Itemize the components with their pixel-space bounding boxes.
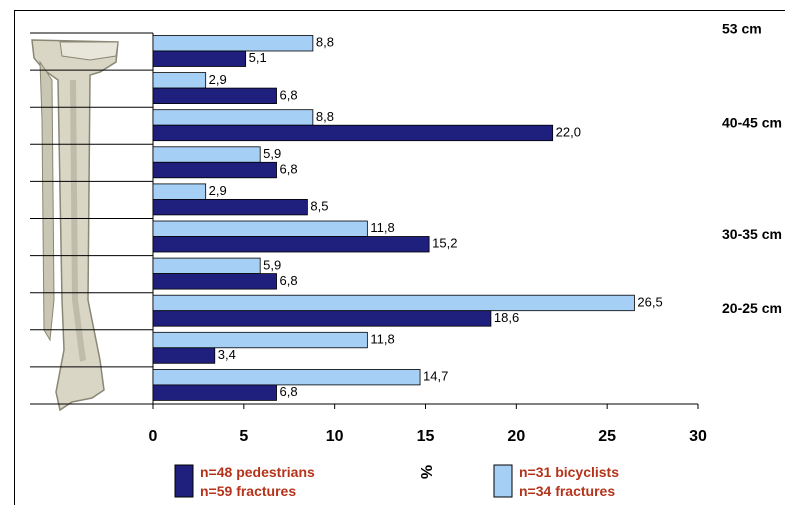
category-label: 20-25 cm	[722, 300, 782, 316]
legend-label: n=31 bicyclists n=34 fractures	[519, 464, 620, 499]
value-label: 6,8	[280, 384, 298, 399]
value-label: 11,8	[370, 220, 394, 235]
category-label: 53 cm	[722, 21, 762, 37]
category-label: 30-35 cm	[722, 226, 782, 242]
value-label: 6,8	[280, 273, 298, 288]
bar	[152, 50, 247, 67]
bar	[152, 310, 492, 327]
bar	[152, 35, 314, 52]
bar	[152, 87, 277, 104]
bar	[152, 347, 216, 364]
value-label: 6,8	[280, 87, 298, 102]
value-label: 8,8	[316, 109, 334, 124]
bar	[152, 384, 277, 401]
bar	[152, 273, 277, 290]
bar	[152, 72, 207, 89]
value-label: 5,9	[263, 146, 281, 161]
bar	[152, 198, 308, 216]
bar	[152, 220, 368, 237]
x-tick-label: 25	[598, 428, 616, 445]
bar	[152, 257, 261, 275]
x-tick-label: 15	[417, 428, 435, 445]
value-label: 22,0	[556, 124, 581, 139]
x-tick-label: 10	[326, 428, 344, 445]
legend-label: n=48 pedestrians n=59 fractures	[200, 464, 315, 499]
category-label: 40-45 cm	[722, 114, 782, 130]
bar	[152, 294, 635, 312]
value-label: 8,5	[310, 199, 328, 214]
value-label: 2,9	[209, 183, 227, 198]
bar	[152, 109, 314, 126]
value-label: 5,1	[249, 50, 267, 65]
x-tick-label: 5	[239, 428, 248, 445]
value-label: 3,4	[218, 347, 236, 362]
legend-swatch	[174, 464, 194, 498]
bar	[152, 183, 207, 200]
bar	[152, 161, 277, 179]
value-label: 26,5	[637, 294, 662, 309]
bar	[152, 331, 368, 349]
bar	[152, 236, 430, 253]
x-axis-label: %	[417, 465, 434, 479]
value-label: 8,8	[316, 35, 334, 50]
frame	[14, 10, 785, 505]
x-tick-label: 20	[507, 428, 525, 445]
value-label: 5,9	[263, 257, 281, 272]
legend-swatch	[493, 464, 513, 498]
value-label: 15,2	[432, 236, 457, 251]
bar	[152, 124, 554, 142]
value-label: 2,9	[209, 72, 227, 87]
x-tick-label: 0	[149, 428, 158, 445]
bar	[152, 146, 261, 163]
bar	[152, 368, 421, 386]
bone-illustration	[31, 39, 119, 412]
value-label: 11,8	[370, 331, 394, 346]
value-label: 14,7	[423, 369, 448, 384]
x-tick-label: 30	[689, 428, 707, 445]
value-label: 6,8	[280, 161, 298, 176]
value-label: 18,6	[494, 310, 519, 325]
